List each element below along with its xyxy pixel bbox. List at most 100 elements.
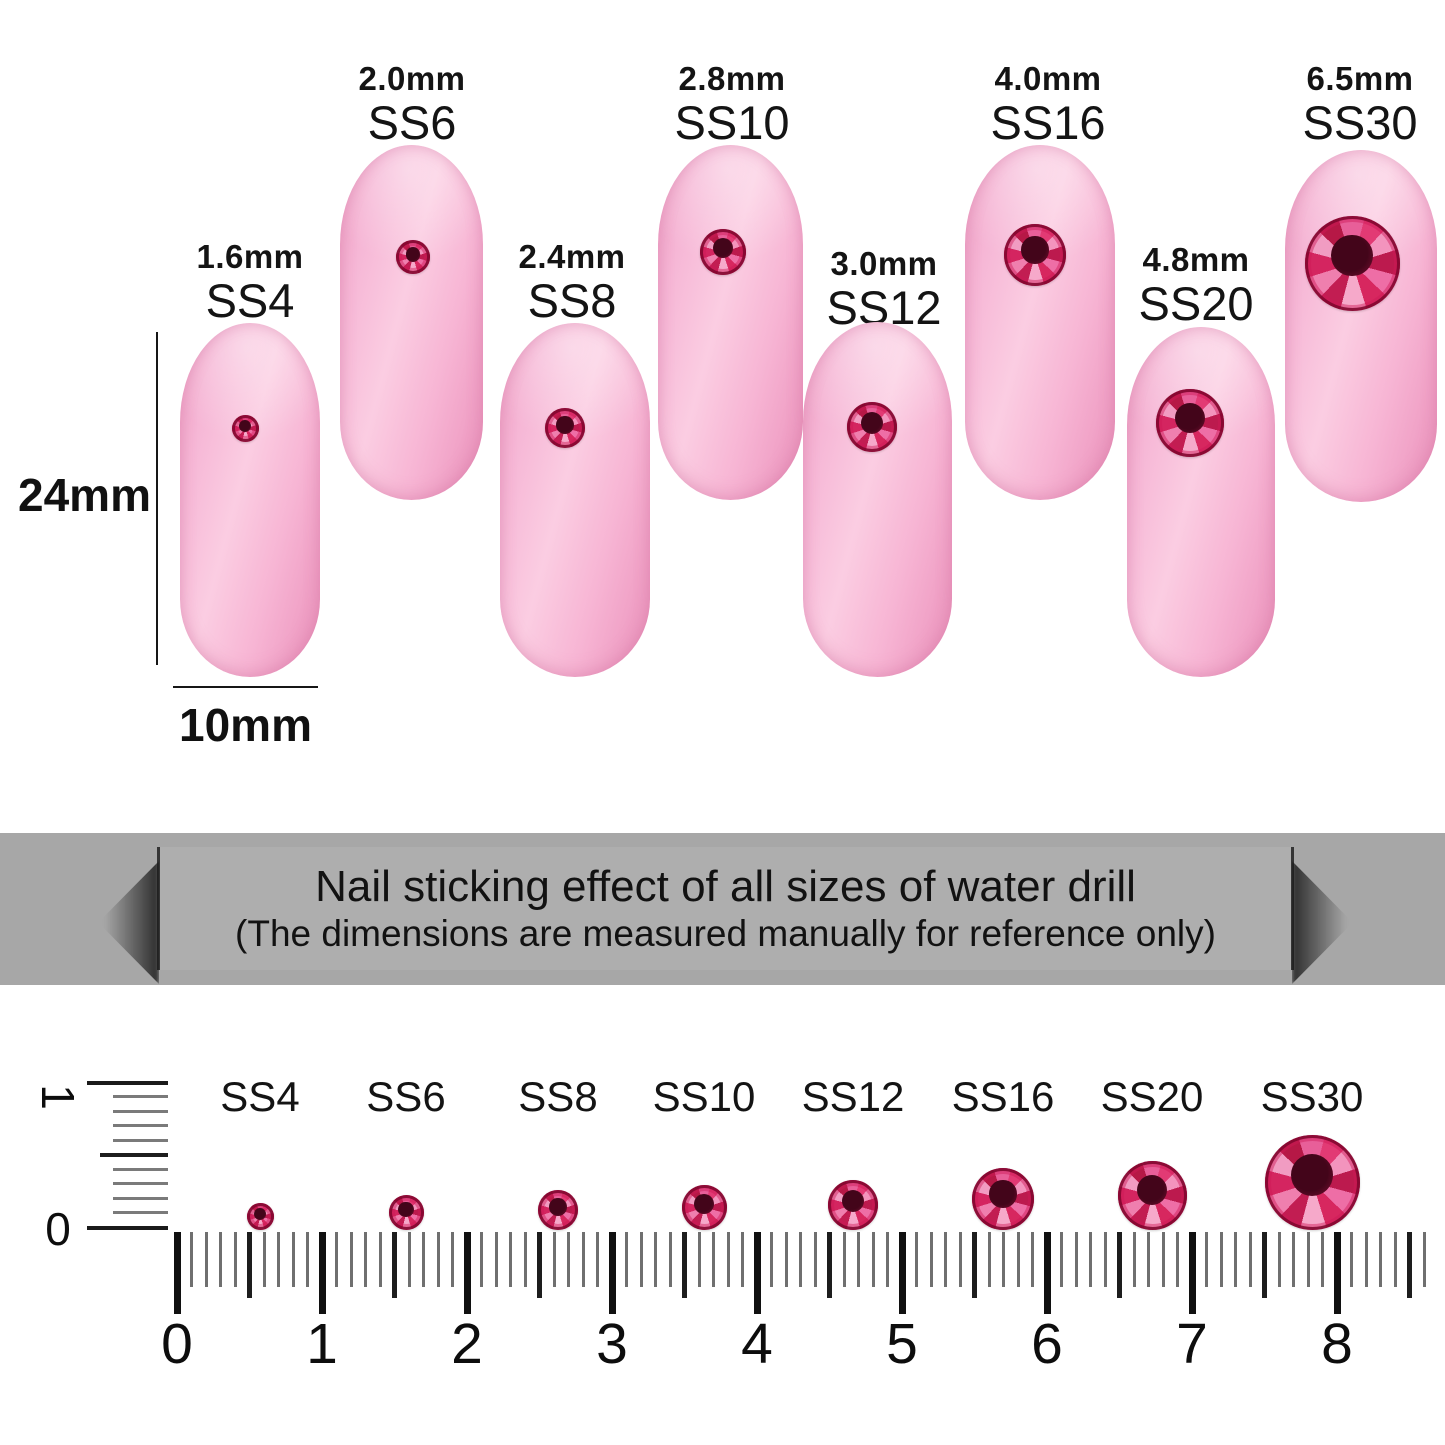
ruler-tick [1306,1232,1310,1287]
ruler-tick [697,1232,701,1287]
ruler-tick [1031,1232,1034,1287]
height-dimension-label: 24mm [18,469,151,521]
nail-label-block: 1.6mm SS4 [140,240,360,324]
vertical-ruler-tick [87,1225,168,1230]
ruler-tick [1333,1232,1341,1314]
ruler-tick [463,1232,471,1314]
rhinestone-gem [1004,224,1066,286]
ruler-number: 8 [1321,1312,1353,1376]
vertical-ruler-tick [113,1095,168,1099]
gem-size-mm-label: 2.8mm [678,60,786,97]
ruler-number: 5 [886,1312,918,1376]
ruler-rhinestone-gem [538,1190,578,1230]
nail-label-block: 2.4mm SS8 [462,240,682,324]
gem-size-mm-label: 2.0mm [358,60,466,97]
ruler-tick [1292,1232,1295,1287]
ruler-gem-label: SS20 [1100,1073,1204,1120]
ruler-tick [407,1232,411,1287]
ruler-tick [509,1232,512,1287]
rhinestone-gem [231,414,259,442]
fake-nail [1127,327,1275,677]
ruler-gem-label: SS30 [1260,1073,1364,1120]
vertical-ruler-tick [113,1196,168,1200]
ruler-tick [726,1232,730,1287]
ruler-number: 4 [741,1312,773,1376]
banner-title: Nail sticking effect of all sizes of wat… [315,862,1136,912]
ruler-tick [1132,1232,1136,1287]
ruler-tick [233,1232,237,1287]
ribbon-fold-left [98,861,159,984]
ruler-tick [915,1232,918,1287]
ruler-rhinestone-gem [388,1195,424,1230]
ruler-tick [596,1232,599,1287]
ruler-tick [1060,1232,1063,1287]
ruler-number: 2 [451,1312,483,1376]
ruler-tick [392,1232,397,1298]
title-banner-panel: Nail sticking effect of all sizes of wat… [98,847,1353,984]
fake-nail [340,145,483,500]
ruler-tick [1248,1232,1252,1287]
vertical-ruler-tick [113,1109,168,1113]
ruler-number: 3 [596,1312,628,1376]
vertical-ruler-tick [100,1153,168,1158]
ruler-tick [827,1232,832,1298]
title-banner: Nail sticking effect of all sizes of wat… [0,833,1445,985]
gem-size-mm-label: 4.0mm [994,60,1102,97]
fake-nail [803,322,952,677]
rhinestone-gem [1156,389,1224,457]
rhinestone-gem [1304,215,1400,311]
ruler-tick [1161,1232,1165,1287]
ruler-tick [987,1232,991,1287]
ruler-tick [857,1232,860,1287]
ruler-gem-label: SS16 [951,1073,1055,1120]
ruler-gem-label: SS4 [220,1073,300,1120]
ruler-tick [1321,1232,1324,1287]
ruler-tick [972,1232,977,1298]
ruler-tick [1234,1232,1237,1287]
ruler-tick [581,1232,585,1287]
ruler-rhinestone-gem [828,1180,878,1230]
gem-ss-code-label: SS10 [674,96,790,149]
ruler-tick [1379,1232,1382,1287]
nail-label-block: 2.8mm SS10 [622,62,842,146]
ruler-rhinestone-gem [246,1203,274,1230]
ruler-tick [1089,1232,1092,1287]
gem-ss-code-label: SS4 [205,274,295,327]
ruler-tick [318,1232,326,1314]
gem-ss-code-label: SS8 [527,274,617,327]
ruler-tick [190,1232,193,1287]
ruler-tick [1422,1232,1426,1287]
ruler-tick [813,1232,817,1287]
ruler-tick [306,1232,309,1287]
ruler-tick [929,1232,933,1287]
ruler-tick [1262,1232,1267,1298]
ruler-tick [1188,1232,1196,1314]
ruler-tick [753,1232,761,1314]
ruler-tick [1407,1232,1412,1298]
ruler-gem-label: SS6 [366,1073,446,1120]
ruler-tick [1103,1232,1107,1287]
gem-size-mm-label: 1.6mm [196,238,304,275]
ruler-number: 7 [1176,1312,1208,1376]
rhinestone-gem [545,408,585,448]
ruler-tick [480,1232,483,1287]
vertical-ruler-tick [113,1182,168,1186]
gem-size-mm-label: 2.4mm [518,238,626,275]
gem-size-mm-label: 4.8mm [1142,241,1250,278]
rhinestone-gem [847,402,897,452]
fake-nail [1285,150,1437,502]
ruler-number: 6 [1031,1312,1063,1376]
ruler-tick [1074,1232,1078,1287]
ruler-tick [262,1232,266,1287]
ruler-tick [799,1232,802,1287]
ruler-tick [537,1232,542,1298]
vertical-ruler-tick [113,1211,168,1215]
ruler-rhinestone-gem [1117,1161,1187,1230]
ruler-tick [364,1232,367,1287]
fake-nail [500,323,650,677]
ruler-tick [1219,1232,1223,1287]
ruler-tick [842,1232,846,1287]
fake-nail [658,145,803,500]
vertical-ruler-number: 1 [32,1084,84,1110]
